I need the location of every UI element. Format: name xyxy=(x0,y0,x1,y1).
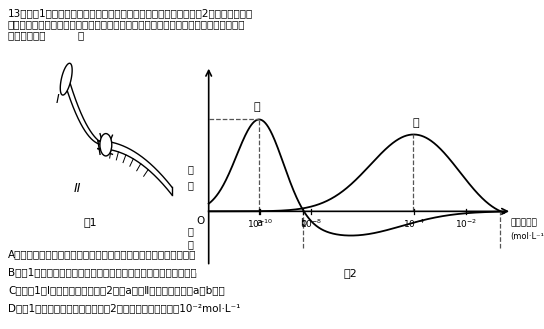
Text: $10^{-10}$: $10^{-10}$ xyxy=(247,218,273,230)
Text: 抑: 抑 xyxy=(188,226,194,236)
Text: $10^{-2}$: $10^{-2}$ xyxy=(455,218,477,230)
Text: C．若图1根Ⅰ侧生长素浓度对应图2中的a，则Ⅱ侧生长素浓度在a、b之间: C．若图1根Ⅰ侧生长素浓度对应图2中的a，则Ⅱ侧生长素浓度在a、b之间 xyxy=(8,285,225,295)
Text: 图1: 图1 xyxy=(83,217,97,227)
Text: 进: 进 xyxy=(188,180,194,190)
Polygon shape xyxy=(60,63,72,95)
Text: 茎: 茎 xyxy=(413,118,419,128)
Text: b: b xyxy=(300,218,307,228)
Text: $10^{-4}$: $10^{-4}$ xyxy=(403,218,425,230)
Text: a: a xyxy=(256,218,262,228)
Text: 浓度分别对燕麦幼苗根和茎处理后的结果（根和茎均有不同程度的生长）。下列相关叙: 浓度分别对燕麦幼苗根和茎处理后的结果（根和茎均有不同程度的生长）。下列相关叙 xyxy=(8,19,245,29)
Text: 制: 制 xyxy=(188,240,194,249)
Text: 促: 促 xyxy=(188,164,194,174)
Text: 图2: 图2 xyxy=(343,267,357,278)
Text: 述正确的是（          ）: 述正确的是（ ） xyxy=(8,30,84,40)
Text: II: II xyxy=(74,183,82,195)
Text: I: I xyxy=(55,93,59,106)
Text: $10^{-8}$: $10^{-8}$ xyxy=(300,218,323,230)
Text: 13．如图1是将某燕麦幼苗水平放置一段时间后幼苗生长的情况，图2是用不同生长素: 13．如图1是将某燕麦幼苗水平放置一段时间后幼苗生长的情况，图2是用不同生长素 xyxy=(8,8,254,18)
Text: 根: 根 xyxy=(253,102,260,112)
Text: A．生长素发挥的作用不会因植物细胞的成熟情况不同而有较大差异: A．生长素发挥的作用不会因植物细胞的成熟情况不同而有较大差异 xyxy=(8,249,196,259)
Text: B．图1中燕麦幼苗茎的远地侧生长素浓度大于近地侧的生长素浓度: B．图1中燕麦幼苗茎的远地侧生长素浓度大于近地侧的生长素浓度 xyxy=(8,267,197,277)
Ellipse shape xyxy=(100,134,112,156)
Text: (mol·L⁻¹): (mol·L⁻¹) xyxy=(511,232,544,241)
Text: 生长素浓度: 生长素浓度 xyxy=(511,218,537,227)
Text: O: O xyxy=(196,216,205,226)
Text: D．图1中燕麦幼苗茎的两侧对应图2中的生长素浓度均小于10⁻²mol·L⁻¹: D．图1中燕麦幼苗茎的两侧对应图2中的生长素浓度均小于10⁻²mol·L⁻¹ xyxy=(8,303,240,313)
